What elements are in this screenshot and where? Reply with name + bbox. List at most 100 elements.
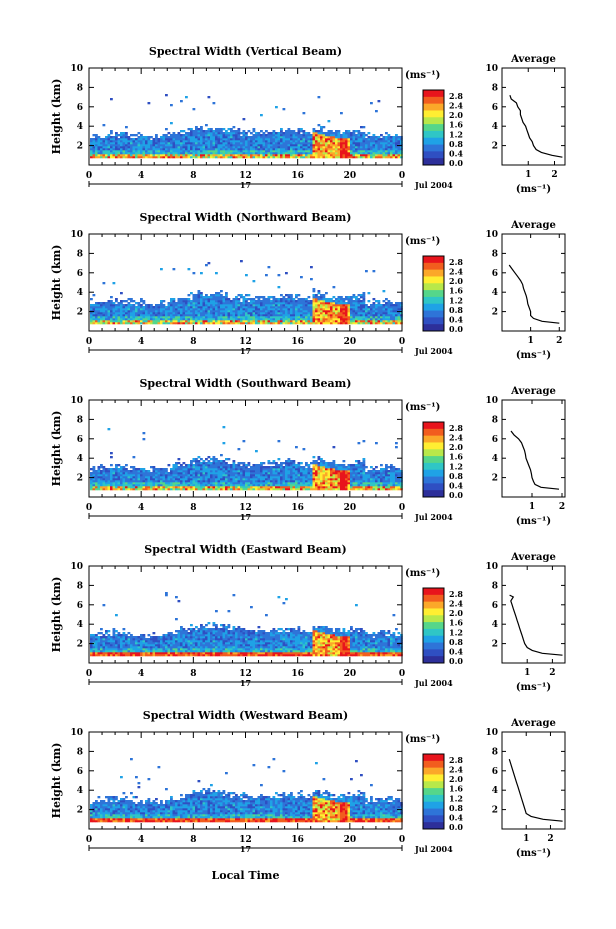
heatmap-cell (202, 470, 206, 473)
heatmap-cell (365, 138, 368, 141)
heatmap-cell (292, 322, 296, 325)
heatmap-cell (175, 304, 178, 307)
heatmap-cell (92, 150, 96, 153)
heatmap-cell (225, 486, 228, 489)
heatmap-cell (305, 484, 308, 487)
heatmap-cell (185, 464, 188, 467)
heatmap-cell (367, 310, 371, 313)
heatmap-cell (237, 298, 241, 301)
heatmap-cell (215, 144, 218, 147)
heatmap-cell (345, 306, 348, 309)
heatmap-cell (200, 140, 203, 143)
heatmap-cell (155, 468, 158, 471)
heatmap-cell (210, 312, 213, 315)
heatmap-cell (352, 488, 356, 491)
heatmap-cell (262, 300, 266, 303)
heatmap-cell (320, 154, 323, 157)
colorbar-tick-label: 0.0 (449, 324, 463, 334)
heatmap-cell (150, 474, 153, 477)
heatmap-cell (140, 480, 143, 483)
heatmap-cell (300, 152, 303, 155)
heatmap-cell (342, 140, 346, 143)
heatmap-cell (125, 318, 128, 321)
heatmap-cell (90, 318, 93, 321)
heatmap-cell (237, 464, 241, 467)
heatmap-cell (177, 472, 181, 475)
heatmap-cell (190, 156, 193, 159)
heatmap-cell (120, 146, 123, 149)
heatmap-cell (217, 312, 221, 315)
heatmap-cell (192, 460, 196, 463)
heatmap-cell (172, 484, 176, 487)
heatmap-cell (210, 480, 213, 483)
heatmap-cell (117, 472, 121, 475)
heatmap-cell (382, 138, 386, 141)
heatmap-cell (192, 296, 196, 299)
heatmap-cell (255, 132, 258, 135)
heatmap-cell (262, 478, 266, 481)
heatmap-cell (312, 288, 316, 291)
heatmap-cell (385, 316, 388, 319)
colorbar-unit: (ms⁻¹) (405, 70, 440, 81)
heatmap-cell (232, 478, 236, 481)
heatmap-cell (342, 146, 346, 149)
heatmap-cell (267, 304, 271, 307)
heatmap-cell (312, 138, 316, 141)
heatmap-cell (187, 308, 191, 311)
heatmap-cell (112, 282, 116, 285)
heatmap-cell (297, 140, 301, 143)
heatmap-cell (247, 318, 251, 321)
heatmap-cell (342, 152, 346, 155)
heatmap-cell (225, 292, 228, 295)
heatmap-cell (247, 154, 251, 157)
heatmap-cell (127, 470, 131, 473)
heatmap-cell (92, 488, 96, 491)
heatmap-cell (180, 480, 183, 483)
heatmap-cell (327, 144, 331, 147)
heatmap-cell (342, 320, 346, 323)
heatmap-cell (240, 318, 243, 321)
heatmap-cell (322, 298, 326, 301)
heatmap-cell (230, 482, 233, 485)
heatmap-cell (357, 460, 361, 463)
heatmap-cell (177, 484, 181, 487)
heatmap-cell (247, 304, 251, 307)
heatmap-cell (170, 136, 173, 139)
heatmap-cell (385, 140, 388, 143)
heatmap-cell (360, 484, 363, 487)
heatmap-cell (147, 486, 151, 489)
heatmap-cell (177, 150, 181, 153)
heatmap-cell (267, 488, 271, 491)
heatmap-cell (235, 302, 238, 305)
heatmap-cell (225, 322, 228, 325)
heatmap-cell (252, 144, 256, 147)
heatmap-cell (177, 138, 181, 141)
heatmap-cell (275, 134, 278, 137)
heatmap-cell (327, 472, 331, 475)
heatmap-cell (145, 476, 148, 479)
heatmap-cell (292, 320, 296, 323)
heatmap-cell (177, 148, 181, 151)
heatmap-cell (302, 302, 306, 305)
heatmap-cell (275, 300, 278, 303)
heatmap-cell (310, 306, 313, 309)
heatmap-cell (262, 488, 266, 491)
heatmap-cell (227, 138, 231, 141)
heatmap-cell (217, 320, 221, 323)
heatmap-cell (170, 144, 173, 147)
heatmap-cell (220, 482, 223, 485)
heatmap-cell (345, 150, 348, 153)
heatmap-cell (300, 302, 303, 305)
heatmap-cell (187, 472, 191, 475)
heatmap-cell (170, 300, 173, 303)
heatmap-cell (102, 146, 106, 149)
heatmap-cell (90, 486, 93, 489)
heatmap-cell (170, 320, 173, 323)
heatmap-cell (175, 150, 178, 153)
heatmap-cell (240, 142, 243, 145)
heatmap-cell (92, 316, 96, 319)
heatmap-cell (120, 148, 123, 151)
heatmap-cell (140, 470, 143, 473)
heatmap-cell (192, 318, 196, 321)
heatmap-cell (105, 318, 108, 321)
